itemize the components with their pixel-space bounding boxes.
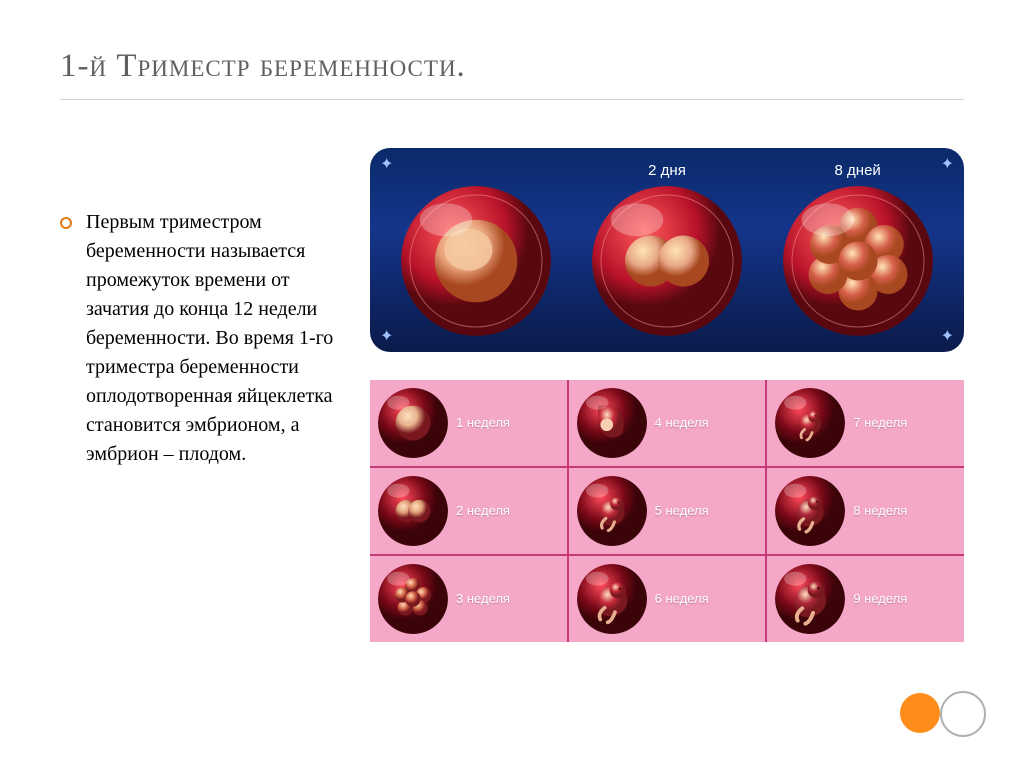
early-embryo-label: 2 дня — [648, 162, 686, 180]
week-embryo-image — [577, 564, 647, 634]
early-embryo-panel: ✦ ✦ ✦ ✦ 2 дня 8 дней — [370, 148, 964, 352]
week-label: 3 неделя — [456, 591, 510, 607]
week-cell: 9 неделя — [767, 556, 964, 642]
sparkle-icon: ✦ — [941, 326, 954, 346]
week-embryo-image — [577, 388, 647, 458]
early-embryo-image — [783, 186, 933, 336]
weeks-grid: 1 неделя 4 неделя 7 неделя — [370, 380, 964, 642]
sparkle-icon: ✦ — [380, 154, 393, 174]
week-label: 2 неделя — [456, 503, 510, 519]
week-cell: 2 неделя — [370, 468, 567, 554]
early-embryo-item — [386, 162, 567, 336]
week-label: 9 неделя — [853, 591, 907, 607]
week-embryo-image — [577, 476, 647, 546]
week-cell: 1 неделя — [370, 380, 567, 466]
image-column: ✦ ✦ ✦ ✦ 2 дня 8 дней — [370, 140, 964, 642]
early-embryo-image — [401, 186, 551, 336]
week-label: 6 неделя — [655, 591, 709, 607]
early-embryo-item: 8 дней — [767, 162, 948, 336]
text-column: Первым триместром беременности называетс… — [60, 140, 350, 642]
slide-title: 1-й Триместр беременности. — [60, 48, 964, 85]
week-label: 5 неделя — [655, 503, 709, 519]
early-embryo-image — [592, 186, 742, 336]
week-cell: 3 неделя — [370, 556, 567, 642]
week-label: 1 неделя — [456, 415, 510, 431]
week-embryo-image — [378, 564, 448, 634]
bullet-item: Первым триместром беременности называетс… — [60, 208, 350, 469]
week-cell: 8 неделя — [767, 468, 964, 554]
decor-circle-outline — [940, 691, 986, 737]
title-underline — [60, 99, 964, 100]
week-label: 8 неделя — [853, 503, 907, 519]
sparkle-icon: ✦ — [941, 154, 954, 174]
week-cell: 4 неделя — [569, 380, 766, 466]
sparkle-icon: ✦ — [380, 326, 393, 346]
decor-circle-orange — [900, 693, 940, 733]
week-cell: 5 неделя — [569, 468, 766, 554]
week-embryo-image — [775, 388, 845, 458]
week-embryo-image — [378, 476, 448, 546]
early-embryo-label: 8 дней — [835, 162, 881, 180]
week-embryo-image — [775, 564, 845, 634]
week-label: 4 неделя — [655, 415, 709, 431]
week-embryo-image — [775, 476, 845, 546]
week-embryo-image — [378, 388, 448, 458]
body-paragraph: Первым триместром беременности называетс… — [86, 208, 350, 469]
week-cell: 7 неделя — [767, 380, 964, 466]
content-row: Первым триместром беременности называетс… — [60, 140, 964, 642]
week-label: 7 неделя — [853, 415, 907, 431]
early-embryo-item: 2 дня — [577, 162, 758, 336]
week-cell: 6 неделя — [569, 556, 766, 642]
bullet-icon — [60, 217, 72, 229]
